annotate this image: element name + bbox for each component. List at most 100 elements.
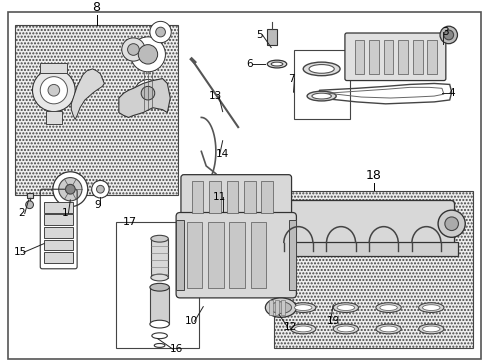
Circle shape (53, 172, 88, 207)
Ellipse shape (311, 93, 331, 99)
Bar (209, 181, 220, 212)
Bar (116, 222, 199, 348)
FancyBboxPatch shape (181, 175, 291, 219)
Ellipse shape (151, 235, 168, 242)
Bar (186, 222, 202, 288)
Bar (398, 40, 407, 74)
Circle shape (437, 210, 464, 237)
Ellipse shape (375, 324, 400, 334)
Circle shape (150, 21, 171, 43)
Ellipse shape (379, 326, 397, 332)
Circle shape (134, 80, 161, 107)
FancyBboxPatch shape (176, 212, 296, 298)
Text: 7: 7 (287, 73, 294, 84)
Circle shape (141, 86, 154, 100)
Ellipse shape (422, 305, 439, 311)
Ellipse shape (379, 305, 397, 311)
Ellipse shape (306, 91, 336, 101)
Ellipse shape (294, 305, 311, 311)
Polygon shape (71, 69, 104, 120)
Bar (288, 220, 296, 290)
Bar (44, 202, 73, 212)
Circle shape (130, 37, 165, 72)
Bar (226, 181, 238, 212)
Ellipse shape (418, 303, 443, 312)
Text: 18: 18 (366, 170, 381, 183)
Bar (191, 181, 203, 212)
Bar (229, 222, 244, 288)
Bar (46, 111, 61, 124)
Bar (250, 222, 266, 288)
Bar (280, 300, 284, 315)
Bar (269, 300, 273, 315)
Ellipse shape (422, 326, 439, 332)
Bar (293, 50, 349, 120)
Circle shape (59, 177, 82, 201)
Text: 5: 5 (256, 30, 263, 40)
Ellipse shape (333, 324, 358, 334)
Text: 12: 12 (284, 322, 297, 332)
Text: 1: 1 (62, 208, 69, 219)
Bar (208, 222, 223, 288)
Bar (151, 239, 168, 278)
Circle shape (91, 180, 109, 198)
Ellipse shape (336, 305, 354, 311)
Circle shape (127, 44, 139, 55)
Circle shape (32, 69, 75, 112)
Ellipse shape (151, 274, 168, 281)
Circle shape (65, 184, 75, 194)
Ellipse shape (308, 64, 334, 73)
Ellipse shape (150, 283, 169, 291)
Ellipse shape (271, 62, 282, 66)
Bar (383, 40, 393, 74)
Ellipse shape (270, 302, 291, 314)
Text: 17: 17 (122, 217, 137, 228)
Ellipse shape (150, 320, 169, 328)
Text: 13: 13 (209, 91, 222, 101)
Circle shape (48, 85, 60, 96)
Bar (44, 252, 73, 263)
Ellipse shape (154, 343, 164, 347)
Bar (44, 215, 73, 225)
Text: 4: 4 (447, 88, 454, 98)
Bar (15, 25, 178, 195)
Text: 2: 2 (19, 208, 25, 219)
Text: 8: 8 (92, 1, 101, 14)
Ellipse shape (290, 324, 315, 334)
Circle shape (122, 38, 145, 61)
Circle shape (443, 30, 453, 40)
FancyBboxPatch shape (281, 201, 454, 245)
Ellipse shape (303, 62, 339, 76)
Text: 15: 15 (14, 247, 27, 257)
Text: 3: 3 (442, 27, 448, 37)
Ellipse shape (267, 60, 286, 68)
Bar (44, 240, 73, 250)
Ellipse shape (290, 303, 315, 312)
Text: 14: 14 (216, 149, 229, 159)
Circle shape (155, 27, 165, 37)
Circle shape (40, 77, 67, 104)
Bar (267, 29, 276, 45)
Ellipse shape (375, 303, 400, 312)
Text: 11: 11 (213, 192, 226, 202)
Ellipse shape (333, 303, 358, 312)
Bar (275, 300, 278, 315)
Bar (368, 40, 378, 74)
Bar (27, 193, 33, 198)
Circle shape (439, 26, 457, 44)
Bar (427, 40, 436, 74)
Text: 9: 9 (94, 200, 101, 210)
Bar (176, 220, 183, 290)
Text: 10: 10 (184, 316, 198, 326)
Text: 6: 6 (246, 59, 253, 69)
Polygon shape (119, 78, 170, 117)
Bar (44, 227, 73, 238)
Ellipse shape (336, 326, 354, 332)
Bar (354, 40, 364, 74)
Ellipse shape (294, 326, 311, 332)
Circle shape (444, 217, 458, 230)
Circle shape (26, 201, 33, 209)
Bar (150, 287, 169, 324)
Ellipse shape (418, 324, 443, 334)
Bar (40, 63, 67, 73)
